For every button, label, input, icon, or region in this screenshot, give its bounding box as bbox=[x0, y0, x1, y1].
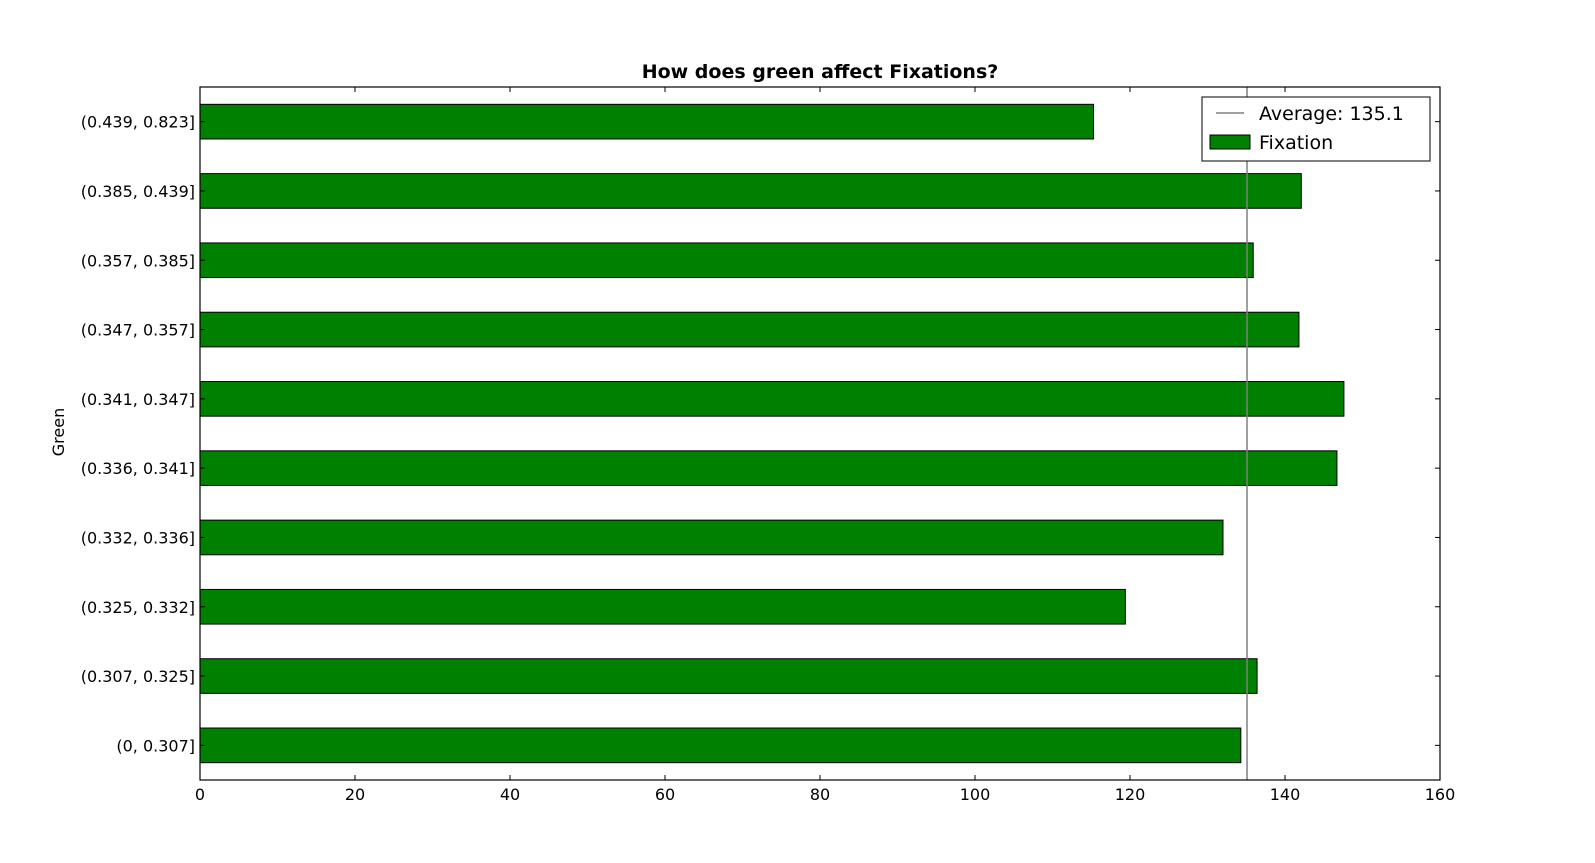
y-tick-label-9: (0.439, 0.823] bbox=[81, 113, 195, 132]
legend-fixation-swatch bbox=[1209, 134, 1251, 150]
y-tick-label-5: (0.341, 0.347] bbox=[81, 390, 195, 409]
bar-9 bbox=[199, 103, 1095, 140]
y-tick-label-0: (0, 0.307] bbox=[116, 736, 195, 755]
y-tick-label-8: (0.385, 0.439] bbox=[81, 182, 195, 201]
x-tick-label-0: 0 bbox=[195, 785, 205, 804]
y-tick-label-6: (0.347, 0.357] bbox=[81, 321, 195, 340]
x-tick-label-6: 120 bbox=[1115, 785, 1146, 804]
y-axis-label: Green bbox=[49, 408, 68, 456]
bar-3 bbox=[199, 519, 1224, 556]
bar-8 bbox=[199, 173, 1302, 209]
x-tick-label-5: 100 bbox=[960, 785, 991, 804]
y-tick-label-4: (0.336, 0.341] bbox=[81, 459, 195, 478]
x-tick-label-7: 140 bbox=[1270, 785, 1301, 804]
x-tick-label-3: 60 bbox=[655, 785, 675, 804]
x-tick-label-1: 20 bbox=[345, 785, 365, 804]
bar-1 bbox=[199, 658, 1258, 694]
x-tick-label-4: 80 bbox=[810, 785, 830, 804]
bar-2 bbox=[199, 588, 1126, 625]
legend: Average: 135.1 Fixation bbox=[1201, 96, 1431, 162]
bar-6 bbox=[199, 311, 1300, 348]
x-tick-label-2: 40 bbox=[500, 785, 520, 804]
y-tick-label-7: (0.357, 0.385] bbox=[81, 251, 195, 270]
bar-0 bbox=[199, 727, 1242, 764]
legend-box bbox=[1201, 96, 1431, 162]
legend-average-label: Average: 135.1 bbox=[1259, 103, 1404, 125]
bars-layer bbox=[199, 103, 1345, 764]
bar-4 bbox=[199, 450, 1338, 486]
y-tick-label-3: (0.332, 0.336] bbox=[81, 528, 195, 547]
bar-5 bbox=[199, 381, 1345, 417]
y-tick-label-2: (0.325, 0.332] bbox=[81, 598, 195, 617]
bar-7 bbox=[199, 242, 1254, 279]
x-tick-label-8: 160 bbox=[1425, 785, 1456, 804]
legend-fixation-label: Fixation bbox=[1259, 132, 1333, 154]
y-tick-label-1: (0.307, 0.325] bbox=[81, 667, 195, 686]
chart-title: How does green affect Fixations? bbox=[642, 61, 999, 83]
ticks-layer: 0 20 40 60 80 100 120 140 160 (0, 0.307] (0.307, 0… bbox=[81, 87, 1456, 804]
